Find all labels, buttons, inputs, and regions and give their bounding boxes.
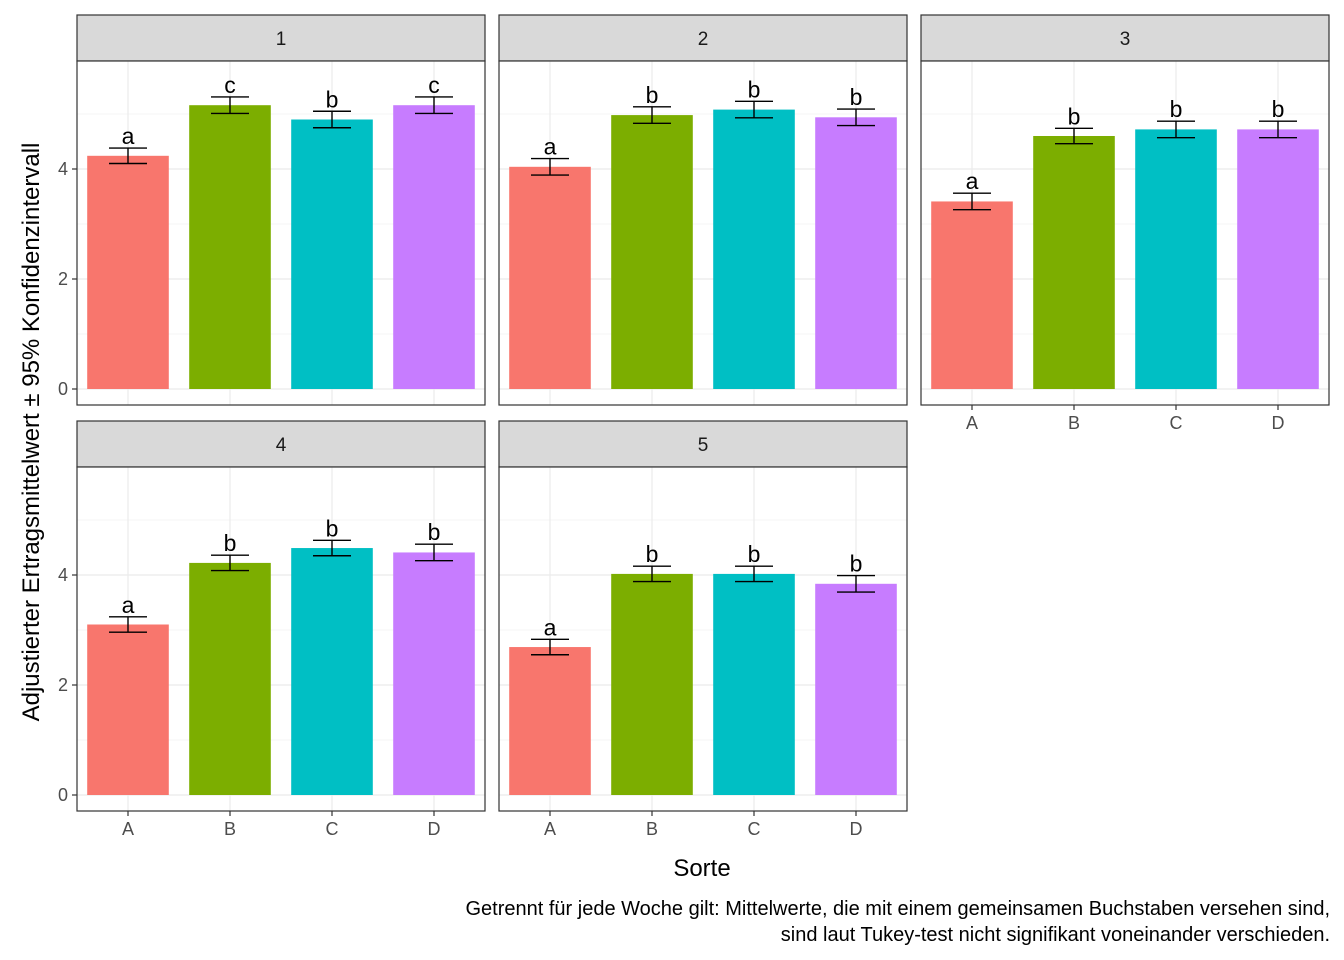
facet-strip bbox=[920, 14, 1330, 62]
y-tick-label: 4 bbox=[58, 159, 68, 179]
bar bbox=[611, 573, 693, 795]
facet-strip-label: 3 bbox=[1120, 29, 1131, 50]
x-tick-label: C bbox=[748, 819, 761, 839]
y-axis-title: Adjustierter Ertragsmittelwert ± 95% Kon… bbox=[18, 143, 45, 722]
caption-line-1: Getrennt für jede Woche gilt: Mittelwert… bbox=[465, 898, 1330, 920]
bar bbox=[1237, 129, 1319, 389]
significance-letter: b bbox=[326, 86, 339, 112]
x-tick-label: A bbox=[544, 819, 556, 839]
x-tick-label: C bbox=[326, 819, 339, 839]
bar bbox=[291, 119, 373, 389]
significance-letter: b bbox=[1170, 96, 1183, 122]
caption-line-2: sind laut Tukey-test nicht signifikant v… bbox=[780, 924, 1330, 946]
significance-letter: a bbox=[122, 123, 135, 149]
bar bbox=[189, 105, 271, 389]
significance-letter: b bbox=[646, 82, 659, 108]
x-tick-label: A bbox=[966, 413, 978, 433]
bar bbox=[393, 552, 475, 795]
significance-letter: b bbox=[646, 541, 659, 567]
bar bbox=[291, 548, 373, 795]
bar bbox=[189, 562, 271, 795]
bar bbox=[509, 647, 591, 795]
facet-strip-label: 2 bbox=[698, 29, 709, 50]
facet-strip-label: 1 bbox=[276, 29, 287, 50]
bar bbox=[815, 117, 897, 390]
panel-border bbox=[920, 60, 1330, 406]
y-tick-label: 0 bbox=[58, 379, 68, 399]
x-tick-label: D bbox=[1272, 413, 1285, 433]
significance-letter: a bbox=[544, 614, 557, 640]
significance-letter: b bbox=[326, 515, 339, 541]
bar bbox=[1135, 129, 1217, 389]
panel-border bbox=[76, 466, 486, 812]
bar bbox=[815, 583, 897, 795]
y-tick-label: 0 bbox=[58, 785, 68, 805]
y-tick-label: 2 bbox=[58, 269, 68, 289]
significance-letter: a bbox=[544, 134, 557, 160]
panel-border bbox=[498, 60, 908, 406]
bar bbox=[87, 155, 169, 389]
bar bbox=[1033, 136, 1115, 389]
significance-letter: b bbox=[1068, 103, 1081, 129]
x-tick-label: A bbox=[122, 819, 134, 839]
facet-strip-label: 5 bbox=[698, 435, 709, 456]
x-tick-label: B bbox=[224, 819, 236, 839]
significance-letter: a bbox=[966, 168, 979, 194]
significance-letter: c bbox=[428, 72, 440, 98]
panel-border bbox=[76, 60, 486, 406]
bar bbox=[393, 105, 475, 389]
x-tick-label: B bbox=[1068, 413, 1080, 433]
significance-letter: b bbox=[748, 541, 761, 567]
significance-letter: c bbox=[224, 72, 236, 98]
significance-letter: b bbox=[850, 84, 863, 110]
significance-letter: b bbox=[748, 76, 761, 102]
bar bbox=[713, 573, 795, 795]
significance-letter: b bbox=[428, 519, 441, 545]
x-tick-label: D bbox=[850, 819, 863, 839]
x-tick-label: C bbox=[1170, 413, 1183, 433]
significance-letter: a bbox=[122, 592, 135, 618]
bar bbox=[509, 166, 591, 389]
significance-letter: b bbox=[850, 551, 863, 577]
bar bbox=[713, 109, 795, 389]
significance-letter: b bbox=[224, 530, 237, 556]
facet-strip-label: 4 bbox=[276, 435, 287, 456]
panel-border bbox=[498, 466, 908, 812]
bar bbox=[931, 201, 1013, 389]
bar bbox=[87, 624, 169, 795]
y-tick-label: 4 bbox=[58, 565, 68, 585]
y-tick-label: 2 bbox=[58, 675, 68, 695]
x-tick-label: D bbox=[428, 819, 441, 839]
bar bbox=[611, 115, 693, 389]
x-axis-title: Sorte bbox=[673, 855, 730, 882]
significance-letter: b bbox=[1272, 96, 1285, 122]
x-tick-label: B bbox=[646, 819, 658, 839]
facet-strip bbox=[76, 14, 486, 62]
